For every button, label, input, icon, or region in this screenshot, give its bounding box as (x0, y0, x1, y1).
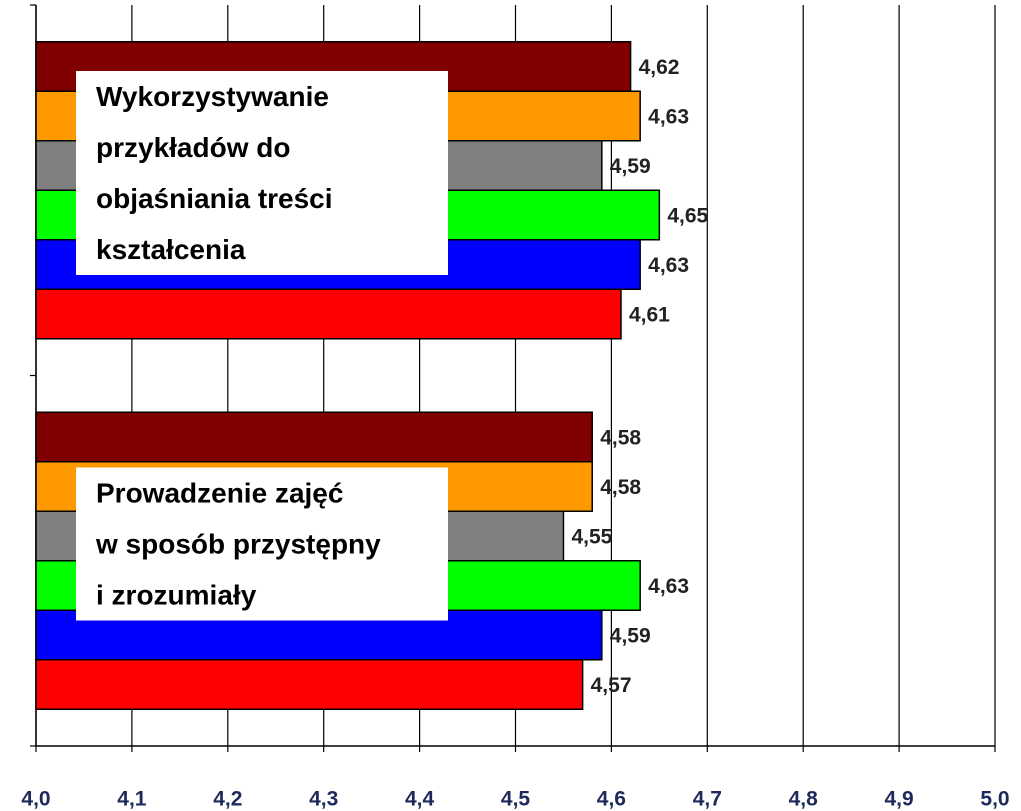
value-label: 4,57 (591, 674, 632, 697)
x-tick-label: 4,1 (117, 788, 147, 811)
value-label: 4,58 (600, 427, 641, 450)
x-tick-label: 4,2 (213, 788, 242, 811)
x-tick-label: 4,7 (693, 788, 722, 811)
category-label: Prowadzenie zajęć w sposób przystępny i … (76, 467, 448, 621)
x-tick-label: 5,0 (980, 788, 1009, 811)
value-label: 4,63 (648, 575, 689, 598)
bar (35, 288, 622, 340)
bar (35, 659, 584, 710)
value-label: 4,58 (600, 476, 641, 499)
category-label: Wykorzystywanie przykładów do objaśniani… (76, 71, 448, 276)
value-label: 4,65 (667, 205, 708, 228)
x-tick-label: 4,0 (21, 788, 50, 811)
value-label: 4,61 (629, 304, 670, 327)
bar (35, 411, 593, 463)
value-label: 4,62 (639, 56, 680, 79)
x-tick-label: 4,5 (501, 788, 531, 811)
value-label: 4,63 (648, 254, 689, 277)
x-tick-label: 4,6 (597, 788, 626, 811)
value-label: 4,55 (571, 526, 612, 549)
value-label: 4,59 (610, 625, 651, 648)
value-label: 4,63 (648, 106, 689, 129)
x-tick-label: 4,3 (309, 788, 338, 811)
x-tick-label: 4,9 (884, 788, 913, 811)
x-tick-label: 4,8 (789, 788, 819, 811)
x-tick-label: 4,4 (405, 788, 435, 811)
value-label: 4,59 (610, 155, 651, 178)
